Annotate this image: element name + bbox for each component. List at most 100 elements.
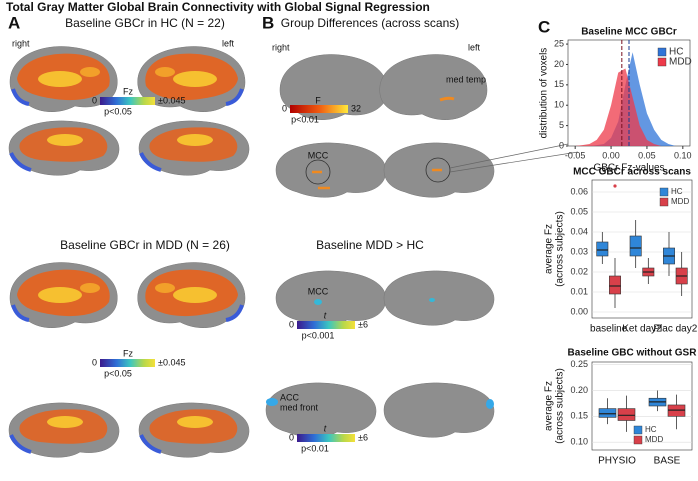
chart-title: Baseline MCC GBCr: [581, 27, 677, 38]
panel-letter: A: [8, 13, 20, 32]
activation: [266, 398, 278, 406]
brain-medial: [9, 121, 119, 175]
activation: [439, 96, 455, 102]
section-heading: Baseline GBCr in HC (N = 22): [65, 16, 225, 30]
section-heading: Baseline GBCr in MDD (N = 26): [60, 238, 230, 252]
y-tick-label: 0.02: [570, 266, 588, 276]
legend-swatch: [633, 435, 643, 445]
outlier: [613, 184, 617, 188]
threshold: p<0.001: [302, 330, 335, 340]
plot-area: [591, 179, 693, 319]
y-tick-label: 0.05: [570, 206, 588, 216]
region-label: ACC: [280, 392, 300, 402]
brain-lateral: [138, 262, 245, 327]
y-tick-label: 25: [554, 38, 564, 48]
y-tick-label: 10: [554, 100, 564, 110]
x-tick-label: -0.05: [565, 150, 586, 160]
side-label: right: [12, 38, 30, 48]
colorbar-name: F: [315, 95, 321, 105]
x-tick-label: 0.05: [638, 150, 656, 160]
panel-letter: C: [538, 17, 550, 36]
threshold: p<0.01: [291, 114, 319, 124]
side-label: right: [272, 42, 290, 52]
chart-title: Baseline GBC without GSR: [568, 348, 698, 359]
brain-medial: [139, 403, 249, 457]
brain-medial: [9, 403, 119, 457]
density-area: [575, 68, 676, 146]
brain-medial: [139, 121, 249, 175]
box: [609, 275, 621, 295]
x-tick-label: 0.10: [674, 150, 692, 160]
y-axis-label: (across subjects): [555, 211, 566, 287]
activation: [314, 299, 322, 305]
legend-swatch: [659, 197, 669, 207]
threshold: p<0.05: [104, 106, 132, 116]
section-heading: Group Differences (across scans): [281, 16, 460, 30]
activation: [312, 168, 442, 190]
x-tick-label: baseline: [590, 324, 628, 335]
legend-label: HC: [671, 187, 683, 196]
brain-medial: [383, 382, 495, 438]
box: [598, 408, 617, 418]
legend-swatch: [657, 47, 667, 57]
colorbar-min: 0: [282, 103, 287, 113]
activation: [486, 399, 494, 409]
threshold: p<0.01: [301, 443, 329, 453]
y-tick-label: 0.00: [570, 306, 588, 316]
y-tick-label: 5: [559, 120, 564, 130]
roi-circle: [425, 157, 451, 183]
chart-title: MCC GBCr across scans: [573, 167, 691, 178]
activation: [429, 298, 435, 302]
legend-label: MDD: [645, 435, 663, 444]
colorbar: [100, 97, 155, 105]
y-tick-label: 0.10: [570, 437, 588, 447]
y-tick-label: 0.25: [570, 359, 588, 369]
y-axis-label: (across subjects): [555, 368, 566, 444]
colorbar-min: 0: [92, 357, 97, 367]
side-label: left: [222, 38, 235, 48]
colorbar: [297, 321, 355, 329]
y-tick-label: 0.20: [570, 385, 588, 395]
colorbar-min: 0: [289, 432, 294, 442]
region-label: med temp: [446, 74, 486, 84]
figure-title: Total Gray Matter Global Brain Connectiv…: [6, 0, 430, 14]
brain-medial: [275, 270, 387, 326]
section-heading: Baseline MDD > HC: [316, 238, 424, 252]
y-tick-label: 15: [554, 79, 564, 89]
region-label: med front: [280, 402, 319, 412]
colorbar-name: Fz: [123, 86, 133, 96]
colorbar-name: Fz: [123, 348, 133, 358]
box: [629, 235, 642, 257]
box: [617, 408, 636, 421]
region-label: MCC: [308, 150, 329, 160]
y-tick-label: 0: [559, 140, 564, 150]
legend-label: HC: [645, 425, 657, 434]
colorbar-min: 0: [289, 319, 294, 329]
connector: [449, 151, 579, 173]
legend-label: HC: [669, 47, 683, 58]
brain-lateral: [10, 262, 117, 327]
x-tick-label: 0.00: [602, 150, 620, 160]
colorbar: [100, 359, 155, 367]
legend-swatch: [633, 425, 643, 435]
colorbar: [297, 434, 355, 442]
y-axis-label: average Fz: [544, 224, 555, 274]
legend-swatch: [659, 187, 669, 197]
roi-circle: [305, 159, 331, 185]
colorbar-name: t: [324, 310, 327, 320]
colorbar-max: ±0.045: [158, 95, 185, 105]
x-tick-label: Plac day2: [653, 324, 697, 335]
colorbar-min: 0: [92, 95, 97, 105]
brain-medial: [383, 270, 495, 326]
y-axis-label: average Fz: [544, 381, 555, 431]
colorbar-max: ±6: [358, 432, 368, 442]
brain-medial: [275, 142, 387, 198]
colorbar-max: 32: [351, 103, 361, 113]
legend-label: MDD: [671, 197, 689, 206]
region-label: MCC: [308, 286, 329, 296]
y-tick-label: 0.01: [570, 286, 588, 296]
x-tick-label: BASE: [654, 456, 681, 467]
side-label: left: [468, 42, 481, 52]
x-tick-label: PHYSIO: [598, 456, 636, 467]
